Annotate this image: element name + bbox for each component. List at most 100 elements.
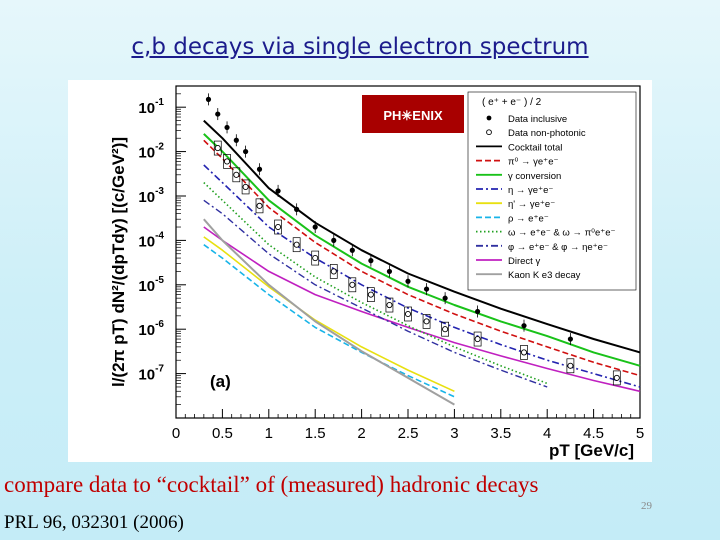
data-nonphotonic-point — [223, 158, 231, 165]
data-nonphotonic-point — [256, 202, 263, 209]
legend-marker — [486, 129, 492, 136]
data-inclusive-point — [312, 224, 318, 230]
data-nonphotonic-syserror — [367, 287, 375, 302]
x-tick-label: 1.5 — [305, 425, 326, 442]
legend-entry-label: φ → e⁺e⁻ & φ → ηe⁺e⁻ — [508, 242, 608, 253]
data-inclusive-point — [567, 336, 573, 342]
data-nonphotonic-syserror — [441, 321, 449, 337]
data-nonphotonic-syserror — [566, 358, 575, 374]
y-tick-label: 10-7 — [138, 364, 164, 384]
data-nonphotonic-point — [613, 374, 620, 381]
data-nonphotonic-point — [404, 310, 412, 318]
y-tick-label: 10-4 — [138, 230, 164, 250]
x-tick-label: 2.5 — [398, 425, 419, 442]
data-nonphotonic-syserror — [385, 297, 394, 313]
reference-citation: PRL 96, 032301 (2006) — [4, 512, 184, 533]
chart-figure: 0 0.5 1 1.5 2 2.5 3 3.5 4 4.5 5 10-1 10-2 10-3 10-4 10-… — [68, 80, 652, 462]
x-tick-label: 1 — [265, 425, 273, 442]
series-line-0 — [203, 119, 641, 354]
panel-label: (a) — [210, 372, 231, 391]
legend-entry-label: ω → e⁺e⁻ & ω → π⁰e⁺e⁻ — [508, 228, 616, 239]
data-nonphotonic-point — [312, 255, 319, 262]
x-tick-label: 3 — [450, 425, 458, 442]
data-nonphotonic-syserror — [274, 219, 282, 235]
data-nonphotonic-point — [367, 291, 374, 298]
data-nonphotonic-syserror — [241, 179, 250, 195]
legend-entry-label: π⁰ → γe⁺e⁻ — [508, 157, 559, 168]
legend-entry-label: γ conversion — [508, 171, 561, 182]
data-nonphotonic-point — [474, 335, 481, 343]
data-inclusive-point — [386, 268, 393, 275]
data-nonphotonic-syserror — [612, 370, 621, 386]
x-axis-label: pT [GeV/c] — [549, 441, 634, 460]
data-nonphotonic-point — [293, 241, 300, 248]
data-nonphotonic-point — [214, 145, 221, 152]
data-inclusive-point — [275, 188, 281, 194]
series-line-5 — [203, 236, 455, 393]
series-line-3 — [203, 164, 641, 388]
data-inclusive-point — [224, 124, 230, 131]
legend-entry-label: Direct γ — [508, 256, 540, 267]
data-inclusive-point — [233, 137, 239, 143]
data-inclusive-point — [215, 111, 221, 117]
data-nonphotonic-syserror — [223, 154, 231, 169]
legend-marker — [486, 115, 492, 121]
legend-box — [467, 91, 637, 291]
data-nonphotonic-point — [275, 223, 282, 231]
legend-entry-label: η' → γe⁺e⁻ — [508, 199, 555, 210]
data-nonphotonic-syserror — [311, 250, 320, 266]
data-inclusive-point — [475, 308, 481, 315]
data-nonphotonic-syserror — [213, 140, 222, 156]
phenix-logo: PH✳ENIX — [362, 95, 464, 133]
legend-title: ( e⁺ + e⁻ ) / 2 — [482, 97, 542, 108]
legend-entry-label: ρ → e⁺e⁻ — [508, 213, 549, 224]
data-nonphotonic-point — [386, 301, 393, 309]
data-nonphotonic-point — [349, 281, 356, 288]
data-inclusive-point — [256, 166, 263, 172]
data-inclusive-point — [442, 295, 448, 301]
data-nonphotonic-syserror — [473, 331, 482, 347]
y-axis-label: l/(2π pT) dN²/(dpTdy) [(c/GeV²)] — [109, 137, 128, 387]
legend-entry-label: Data non-photonic — [508, 128, 586, 139]
y-tick-label: 10-1 — [138, 97, 164, 117]
data-nonphotonic-syserror — [520, 345, 528, 360]
data-nonphotonic-point — [330, 268, 337, 275]
data-inclusive-point — [423, 286, 430, 292]
data-nonphotonic-point — [567, 362, 574, 369]
data-inclusive-point — [294, 206, 300, 212]
series-line-2 — [203, 139, 641, 377]
series-line-4 — [203, 226, 641, 393]
data-nonphotonic-syserror — [292, 237, 301, 253]
data-nonphotonic-syserror — [329, 264, 338, 279]
data-nonphotonic-point — [520, 349, 528, 356]
x-tick-label: 0.5 — [212, 425, 233, 442]
y-tick-label: 10-2 — [138, 142, 164, 162]
data-nonphotonic-syserror — [232, 167, 241, 183]
data-nonphotonic-syserror — [348, 277, 357, 293]
data-nonphotonic-point — [423, 318, 430, 325]
data-inclusive-point — [331, 237, 337, 243]
series-line-9 — [203, 218, 455, 406]
data-inclusive-point — [205, 96, 212, 102]
data-nonphotonic-syserror — [404, 306, 412, 322]
slide-number: 29 — [641, 500, 652, 512]
series-line-8 — [203, 199, 548, 388]
x-tick-label: 4 — [543, 425, 551, 442]
x-tick-label: 5 — [636, 425, 644, 442]
data-nonphotonic-point — [233, 171, 240, 178]
series-line-6 — [203, 244, 455, 398]
x-tick-label: 0 — [172, 425, 180, 442]
x-tick-label: 4.5 — [583, 425, 604, 442]
data-nonphotonic-point — [442, 326, 449, 333]
y-tick-label: 10-3 — [138, 186, 164, 206]
x-tick-label: 2 — [357, 425, 365, 442]
slide-caption: compare data to “cocktail” of (measured)… — [4, 472, 539, 497]
y-tick-label: 10-5 — [138, 275, 164, 295]
data-inclusive-point — [405, 278, 411, 284]
legend-entry-label: Data inclusive — [508, 114, 567, 125]
data-inclusive-point — [243, 148, 249, 155]
x-tick-label: 3.5 — [490, 425, 511, 442]
data-inclusive-point — [349, 247, 355, 253]
data-inclusive-point — [521, 323, 527, 329]
y-tick-label: 10-6 — [138, 319, 164, 339]
